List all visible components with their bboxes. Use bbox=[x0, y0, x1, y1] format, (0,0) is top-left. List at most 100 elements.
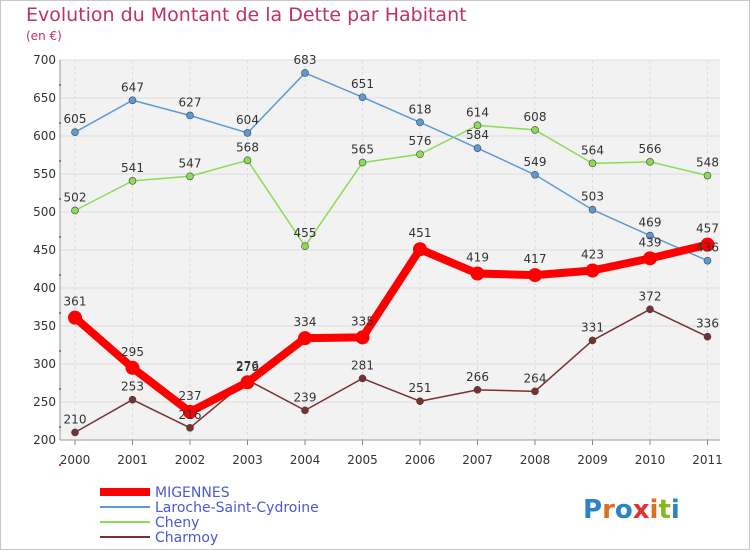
data-label-migennes: 237 bbox=[179, 389, 202, 403]
point-laroche-saint-cydroine bbox=[186, 111, 194, 120]
point-cheny bbox=[358, 158, 367, 167]
data-label-charmoy: 264 bbox=[524, 371, 547, 385]
y-tick-label: 350 bbox=[33, 319, 56, 333]
data-label-migennes: 276 bbox=[236, 359, 259, 373]
point-cheny bbox=[128, 177, 137, 185]
point-charmoy bbox=[186, 424, 194, 432]
logo-letter: o bbox=[615, 495, 633, 525]
point-laroche-saint-cydroine bbox=[703, 256, 712, 265]
point-migennes bbox=[125, 360, 140, 375]
data-label-cheny: 455 bbox=[294, 226, 317, 240]
y-tick-label: 700 bbox=[33, 53, 56, 67]
point-laroche-saint-cydroine bbox=[588, 205, 597, 214]
data-label-charmoy: 253 bbox=[121, 380, 144, 394]
point-migennes bbox=[183, 404, 197, 419]
data-label-laroche-saint-cydroine: 549 bbox=[524, 155, 547, 169]
data-label-charmoy: 279 bbox=[236, 360, 259, 374]
data-label-cheny: 576 bbox=[409, 134, 432, 148]
point-laroche-saint-cydroine bbox=[646, 231, 654, 240]
y-tick-label: 400 bbox=[33, 281, 56, 295]
y-tick-label: 300 bbox=[33, 357, 56, 371]
data-label-laroche-saint-cydroine: 651 bbox=[351, 77, 374, 91]
y-tick-label: 500 bbox=[33, 205, 56, 219]
series-line-charmoy bbox=[74, 308, 709, 434]
data-label-charmoy: 251 bbox=[409, 381, 432, 395]
point-charmoy bbox=[473, 386, 482, 394]
data-label-migennes: 295 bbox=[121, 345, 144, 359]
series-layer bbox=[68, 69, 715, 437]
data-label-charmoy: 266 bbox=[466, 370, 489, 384]
axes: 200 250 300 350 400 450 500 550 600 650 700 2000 200… bbox=[33, 53, 723, 467]
data-label-cheny: 614 bbox=[466, 105, 489, 119]
chart-title: Evolution du Montant de la Dette par Hab… bbox=[26, 4, 467, 26]
data-label-cheny: 547 bbox=[179, 156, 202, 170]
x-tick-label: 2005 bbox=[347, 453, 378, 467]
x-tick-label: 2000 bbox=[60, 453, 91, 467]
data-label-migennes: 417 bbox=[524, 252, 547, 266]
logo-letter: i bbox=[671, 495, 680, 525]
data-label-charmoy: 336 bbox=[696, 317, 719, 331]
x-tick-label: 2006 bbox=[405, 453, 436, 467]
series-line-laroche-saint-cydroine bbox=[74, 72, 709, 262]
data-label-migennes: 457 bbox=[696, 222, 719, 236]
point-charmoy bbox=[301, 406, 309, 415]
y-tick-label: 650 bbox=[33, 91, 56, 105]
point-migennes bbox=[528, 268, 542, 283]
x-tick-label: 2011 bbox=[692, 453, 723, 467]
y-tick-label: 250 bbox=[33, 395, 56, 409]
data-label-laroche-saint-cydroine: 605 bbox=[64, 112, 87, 126]
point-migennes bbox=[240, 375, 255, 390]
legend-label-migennes: MIGENNES bbox=[155, 485, 230, 501]
point-charmoy bbox=[703, 332, 712, 341]
data-label-charmoy: 210 bbox=[64, 412, 87, 426]
legend-label-cheny: Cheny bbox=[155, 515, 199, 531]
x-tick-label: 2004 bbox=[290, 453, 321, 467]
point-migennes bbox=[298, 331, 312, 346]
data-label-migennes: 334 bbox=[294, 315, 317, 329]
point-cheny bbox=[301, 242, 309, 250]
point-laroche-saint-cydroine bbox=[531, 170, 539, 179]
point-charmoy bbox=[646, 305, 654, 314]
x-tick-label: 2008 bbox=[520, 453, 551, 467]
legend-label-laroche-saint-cydroine: Laroche-Saint-Cydroine bbox=[155, 500, 319, 516]
point-cheny bbox=[588, 159, 597, 168]
data-label-charmoy: 372 bbox=[639, 289, 662, 303]
data-label-laroche-saint-cydroine: 627 bbox=[179, 95, 202, 109]
point-cheny bbox=[473, 121, 482, 130]
logo-letter: t bbox=[658, 495, 670, 525]
point-migennes bbox=[355, 330, 370, 345]
point-laroche-saint-cydroine bbox=[243, 129, 252, 137]
logo-letter: r bbox=[602, 495, 615, 525]
data-label-laroche-saint-cydroine: 618 bbox=[409, 102, 432, 116]
point-migennes bbox=[643, 251, 657, 266]
data-label-cheny: 502 bbox=[64, 190, 87, 204]
point-migennes bbox=[68, 310, 82, 325]
point-laroche-saint-cydroine bbox=[416, 118, 424, 127]
point-cheny bbox=[703, 171, 712, 180]
data-label-laroche-saint-cydroine: 436 bbox=[696, 241, 719, 255]
data-label-laroche-saint-cydroine: 647 bbox=[121, 80, 144, 94]
data-label-migennes: 361 bbox=[64, 295, 87, 309]
legend: MIGENNESLaroche-Saint-CydroineChenyCharm… bbox=[100, 485, 319, 546]
data-label-cheny: 566 bbox=[639, 142, 662, 156]
y-tick-label: 200 bbox=[33, 433, 56, 447]
x-tick-label: 2009 bbox=[577, 453, 608, 467]
data-label-cheny: 548 bbox=[696, 156, 719, 170]
data-labels: 605 647 627 604 683 651 618 584 549 503 469 436 502 5… bbox=[64, 53, 719, 426]
point-cheny bbox=[186, 172, 194, 181]
point-migennes bbox=[413, 242, 427, 257]
data-label-laroche-saint-cydroine: 584 bbox=[466, 128, 489, 142]
x-tick-label: 2001 bbox=[117, 453, 148, 467]
data-label-laroche-saint-cydroine: 469 bbox=[639, 216, 662, 230]
x-tick-label: 2002 bbox=[175, 453, 206, 467]
point-cheny bbox=[416, 150, 424, 159]
series-cheny bbox=[71, 121, 712, 250]
point-migennes bbox=[700, 237, 715, 252]
series-charmoy bbox=[71, 305, 712, 437]
data-label-migennes: 419 bbox=[466, 251, 489, 265]
point-migennes bbox=[585, 263, 600, 278]
point-laroche-saint-cydroine bbox=[71, 128, 79, 136]
y-tick-label: 550 bbox=[33, 167, 56, 181]
point-cheny bbox=[243, 156, 252, 165]
